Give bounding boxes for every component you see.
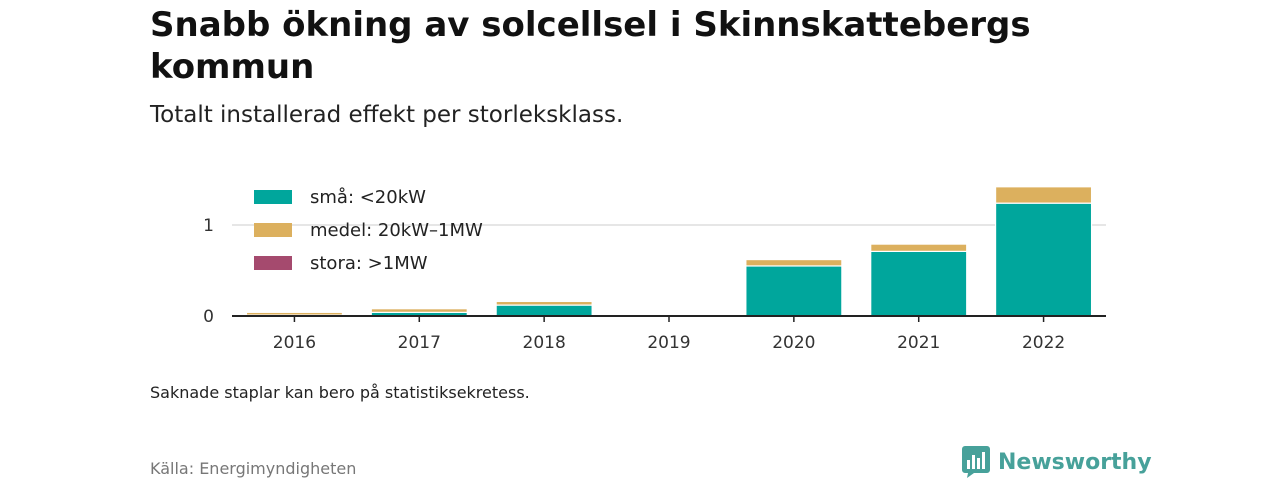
legend: små: <20kW medel: 20kW–1MW stora: >1MW [254, 187, 483, 274]
bar-2016-series-1 [245, 311, 344, 316]
source-credit: Källa: Energimyndigheten [150, 459, 357, 478]
legend-label-0: små: <20kW [310, 187, 426, 208]
x-tick-label-2016: 2016 [273, 333, 316, 353]
chart-title: Snabb ökning av solcellsel i Skinnskatte… [150, 5, 1031, 87]
bar-2021-series-1 [870, 243, 968, 252]
x-tick-label-2018: 2018 [523, 333, 566, 353]
bar-2020-series-0 [745, 265, 843, 317]
legend-label-2: stora: >1MW [310, 253, 428, 274]
x-tick-label-2020: 2020 [772, 333, 815, 353]
brand-name: Newsworthy [998, 449, 1152, 475]
bar-2018-series-1 [495, 300, 593, 306]
bar-2022-series-0 [994, 202, 1093, 317]
legend-swatch-0 [254, 190, 292, 204]
chart-note: Saknade staplar kan bero på statistiksek… [150, 383, 530, 402]
x-tick-label-2022: 2022 [1022, 333, 1065, 353]
chart-subtitle: Totalt installerad effekt per storlekskl… [150, 102, 624, 128]
bar-2020-series-1 [745, 258, 843, 267]
bar-chart-logo-icon [962, 446, 990, 478]
x-tick-label-2017: 2017 [398, 333, 441, 353]
y-tick-label-1: 1 [203, 216, 214, 236]
bar-2022-series-1 [994, 186, 1093, 204]
bar-2018-series-0 [495, 304, 593, 317]
x-tick-label-2019: 2019 [647, 333, 690, 353]
y-tick-label-0: 0 [203, 307, 214, 327]
bars [245, 186, 1093, 317]
bar-chart: 01 2016 2017 2018 2019 2020 2021 2022 små: <20… [203, 186, 1106, 353]
bar-2021-series-0 [870, 250, 968, 317]
legend-swatch-1 [254, 223, 292, 237]
x-tick-label-2021: 2021 [897, 333, 940, 353]
x-axis-ticks: 2016 2017 2018 2019 2020 2021 2022 [273, 316, 1065, 353]
legend-label-1: medel: 20kW–1MW [310, 220, 483, 241]
bar-2017-series-1 [370, 308, 468, 313]
legend-swatch-2 [254, 256, 292, 270]
brand-logo[interactable]: Newsworthy [962, 446, 1152, 478]
y-axis-ticks: 01 [203, 216, 214, 327]
